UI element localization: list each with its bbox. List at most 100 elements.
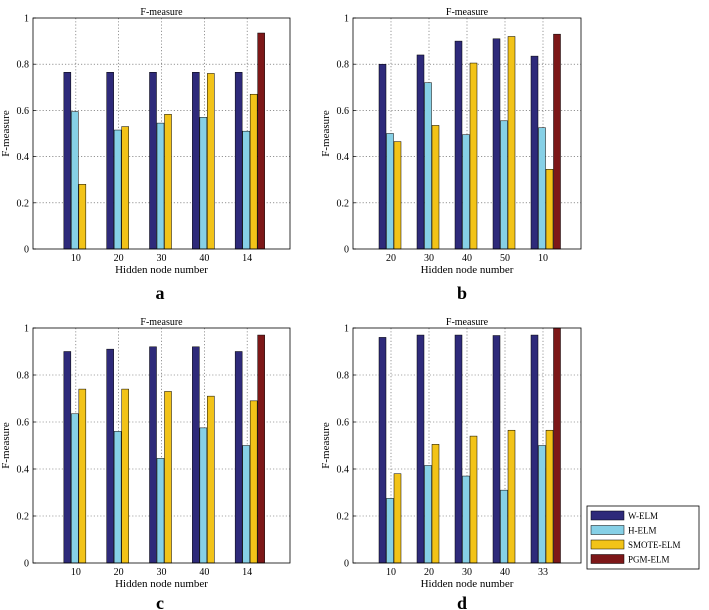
x-tick-label: 10 [71,253,81,264]
bar-w-elm-20 [106,348,114,564]
y-axis-label: F-measure [320,110,332,157]
panel-b: F-measure 0 0.2 0.4 0.6 0.8 1 20 30 40 50 10 Hidden … [320,7,582,303]
bar-w-elm-20 [378,63,387,250]
bar-w-elm-20 [106,72,114,250]
legend-label-w-elm: W-ELM [628,511,658,521]
bar-h-elm-14 [242,445,250,564]
x-tick-label: 20 [386,253,396,264]
bar-h-elm-40 [462,134,470,250]
bar-w-elm-40 [454,40,463,250]
legend-swatch-smote-elm [590,539,625,550]
y-axis-label: F-measure [0,110,12,157]
legend: W-ELM H-ELM SMOTE-ELM PGM-ELM [586,505,700,570]
bar-w-elm-10 [530,55,539,250]
x-axis-label: Hidden node number [421,578,514,590]
bar-smote-elm-30 [469,435,478,564]
x-tick-label: 30 [462,567,472,578]
bar-w-elm-10 [63,351,72,564]
panel-title: F-measure [446,7,489,18]
legend-swatch-w-elm [590,510,625,521]
x-tick-label: 10 [386,567,396,578]
bar-w-elm-10 [63,72,72,250]
bar-w-elm-14 [234,72,243,250]
bar-h-elm-30 [424,82,432,250]
y-tick-label: 0.4 [17,465,30,476]
bar-smote-elm-10 [78,184,87,250]
bar-h-elm-33 [538,445,546,564]
bar-smote-elm-14 [249,93,258,250]
bar-h-elm-30 [156,122,165,250]
y-tick-label: 0.2 [337,512,350,523]
bar-w-elm-30 [416,54,425,250]
x-tick-label: 14 [242,567,252,578]
x-tick-label: 40 [199,253,209,264]
bar-h-elm-10 [71,413,79,564]
y-axis-label: F-measure [0,422,12,469]
bar-w-elm-40 [492,335,501,564]
bar-h-elm-40 [500,489,508,564]
bar-smote-elm-40 [469,62,478,250]
bar-smote-elm-50 [507,36,516,250]
y-tick-label: 1 [24,14,29,25]
x-tick-label: 20 [114,253,124,264]
panel-a: F-measure 0 0.2 0.4 0.6 0.8 1 10 20 30 40 14 Hidden … [0,7,291,303]
bar-h-elm-10 [71,111,79,250]
y-tick-label: 0 [24,245,29,256]
y-tick-label: 0.8 [337,60,350,71]
x-tick-label: 20 [114,567,124,578]
bar-h-elm-40 [199,117,208,250]
x-tick-label: 30 [157,253,167,264]
bar-smote-elm-33 [545,429,554,564]
panel-label: c [156,593,164,610]
bar-pgm-elm-10 [553,33,561,250]
y-tick-label: 0 [344,559,349,570]
x-tick-label: 14 [242,253,252,264]
bar-w-elm-50 [492,38,501,250]
bar-h-elm-10 [538,127,546,250]
panel-title: F-measure [140,7,183,18]
bar-pgm-elm-14 [257,32,265,250]
y-tick-label: 0.2 [17,512,30,523]
bar-w-elm-30 [149,72,157,250]
legend-label-smote-elm: SMOTE-ELM [628,540,681,550]
bar-w-elm-14 [234,351,243,564]
bar-smote-elm-30 [164,114,172,250]
y-tick-label: 0.4 [337,152,350,163]
legend-swatch-pgm-elm [590,554,625,564]
y-tick-label: 0.8 [337,371,350,382]
legend-label-pgm-elm: PGM-ELM [628,555,670,565]
y-tick-label: 0.6 [337,106,350,117]
bar-w-elm-30 [454,334,463,564]
y-axis-label: F-measure [320,422,332,469]
bar-smote-elm-10 [393,473,402,564]
x-tick-label: 30 [157,567,167,578]
bar-smote-elm-40 [507,429,516,564]
y-tick-label: 0.6 [17,106,30,117]
x-axis-label: Hidden node number [115,578,208,590]
panel-c: F-measure 0 0.2 0.4 0.6 0.8 1 10 20 30 40 14 Hidden … [0,317,291,610]
bar-w-elm-10 [378,337,387,564]
x-tick-label: 30 [424,253,434,264]
x-tick-label: 40 [500,567,510,578]
y-tick-label: 0.8 [17,60,30,71]
bar-h-elm-20 [386,133,394,250]
y-tick-label: 0 [24,559,29,570]
y-tick-label: 1 [24,324,29,335]
plot-frame [32,327,291,564]
plot-frame [352,327,582,564]
bar-w-elm-33 [530,334,539,564]
bar-smote-elm-20 [121,126,129,250]
y-tick-label: 0.6 [17,418,30,429]
x-tick-label: 10 [538,253,548,264]
y-tick-label: 0.2 [337,198,350,209]
panel-label: a [156,283,165,303]
x-tick-label: 40 [462,253,472,264]
bar-smote-elm-14 [249,400,258,564]
bar-smote-elm-40 [207,73,215,250]
bar-smote-elm-10 [78,388,87,564]
y-tick-label: 0.6 [337,418,350,429]
bar-smote-elm-10 [545,169,554,250]
y-tick-label: 0.4 [337,465,350,476]
